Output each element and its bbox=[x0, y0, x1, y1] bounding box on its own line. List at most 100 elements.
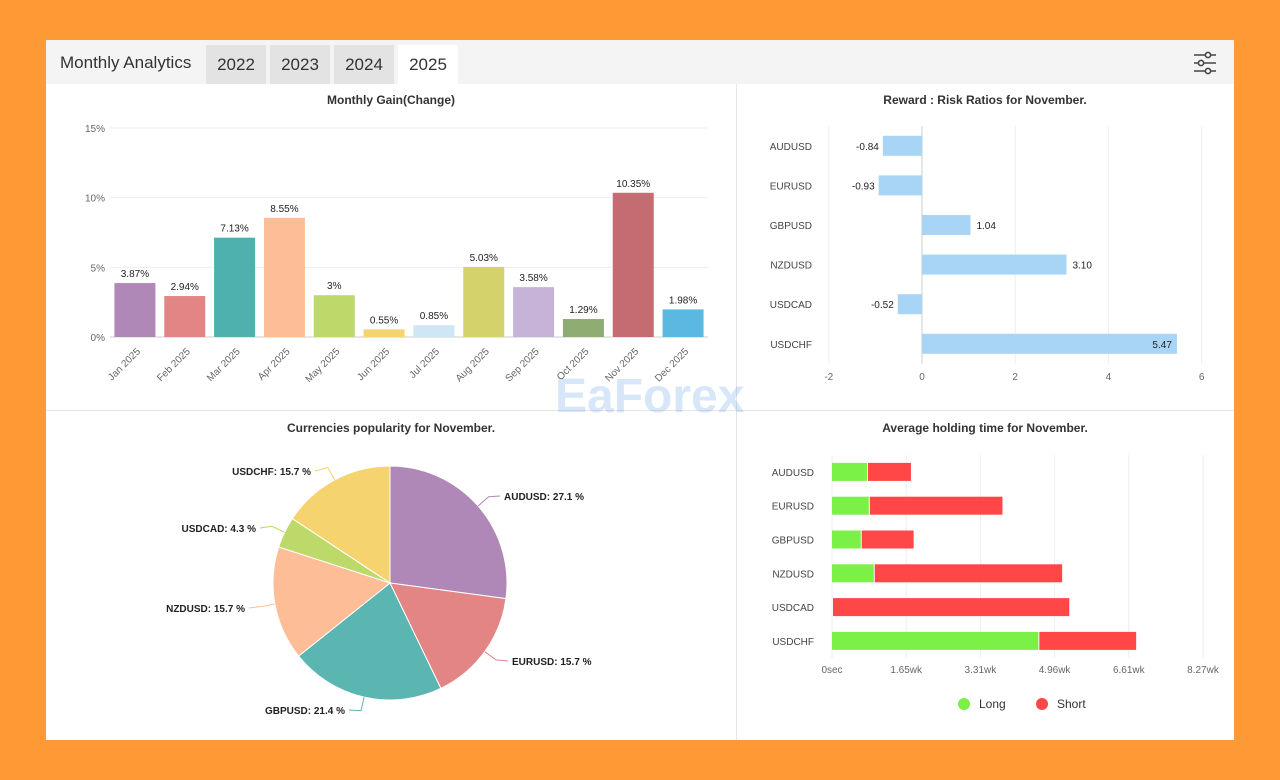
bar-dec-2025 bbox=[662, 309, 704, 337]
pie-slice-audusd bbox=[389, 465, 508, 600]
bar-jan-2025 bbox=[114, 283, 156, 337]
bar-jul-2025 bbox=[413, 325, 455, 337]
tab-2022[interactable]: 2022 bbox=[206, 45, 266, 84]
tab-2025[interactable]: 2025 bbox=[398, 45, 458, 84]
x-tick-label: 6.61wk bbox=[1113, 665, 1146, 676]
pie-label: GBPUSD: 21.4 % bbox=[265, 706, 345, 717]
chart-title: Currencies popularity for November. bbox=[287, 421, 495, 435]
category-label: AUDUSD bbox=[770, 142, 812, 153]
x-tick-label: 1.65wk bbox=[890, 665, 923, 676]
x-tick-label: Sep 2025 bbox=[504, 346, 542, 384]
bar-short-gbpusd bbox=[861, 530, 914, 549]
pie-label: NZDUSD: 15.7 % bbox=[166, 604, 245, 615]
bar-short-eurusd bbox=[869, 496, 1003, 515]
leader-line bbox=[348, 696, 365, 712]
x-tick-label: Feb 2025 bbox=[155, 346, 193, 384]
x-tick-label: 2 bbox=[1012, 372, 1018, 383]
y-tick-label: 0% bbox=[91, 333, 106, 344]
category-label: GBPUSD bbox=[772, 536, 814, 547]
tab-2023[interactable]: 2023 bbox=[270, 45, 330, 84]
bar-jun-2025 bbox=[363, 329, 405, 337]
data-label: 7.13% bbox=[220, 224, 248, 235]
x-tick-label: May 2025 bbox=[304, 346, 343, 385]
bar-long-usdchf bbox=[832, 631, 1039, 650]
legend-label-short: Short bbox=[1057, 697, 1086, 711]
leader-line bbox=[484, 651, 509, 662]
leader-line bbox=[477, 495, 501, 507]
category-label: EURUSD bbox=[770, 181, 812, 192]
x-tick-label: Mar 2025 bbox=[205, 346, 243, 384]
data-label: 0.85% bbox=[420, 311, 448, 322]
category-label: NZDUSD bbox=[770, 261, 812, 272]
header-bar: Monthly Analytics 2022 2023 2024 2025 bbox=[46, 40, 1234, 84]
data-label: 5.47 bbox=[1152, 340, 1172, 351]
data-label: 3% bbox=[327, 281, 342, 292]
x-tick-label: Apr 2025 bbox=[256, 346, 293, 383]
legend-label-long: Long bbox=[979, 697, 1006, 711]
data-label: 3.87% bbox=[121, 269, 149, 280]
leader-line bbox=[314, 467, 335, 481]
bar-feb-2025 bbox=[164, 296, 206, 337]
x-tick-label: 4.96wk bbox=[1039, 665, 1072, 676]
pie-label: EURUSD: 15.7 % bbox=[512, 657, 592, 668]
tab-2024[interactable]: 2024 bbox=[334, 45, 394, 84]
category-label: AUDUSD bbox=[772, 468, 814, 479]
bar-usdchf bbox=[922, 333, 1177, 354]
short-legend-marker bbox=[1036, 698, 1048, 710]
y-tick-label: 5% bbox=[91, 263, 106, 274]
bar-long-eurusd bbox=[832, 496, 869, 515]
leader-line bbox=[259, 525, 285, 533]
bar-sep-2025 bbox=[513, 287, 555, 337]
bar-long-gbpusd bbox=[832, 530, 861, 549]
category-label: GBPUSD bbox=[770, 221, 812, 232]
category-label: USDCAD bbox=[770, 300, 812, 311]
bar-audusd bbox=[882, 135, 922, 156]
bar-nzdusd bbox=[922, 254, 1067, 275]
analytics-card: Monthly Analytics 2022 2023 2024 2025 bbox=[46, 40, 1234, 740]
category-label: NZDUSD bbox=[772, 569, 814, 580]
x-tick-label: 8.27wk bbox=[1187, 665, 1220, 676]
bar-short-usdcad bbox=[833, 598, 1070, 617]
chart-title: Average holding time for November. bbox=[882, 421, 1088, 435]
vertical-divider bbox=[736, 84, 737, 740]
pie-slice-eurusd bbox=[389, 582, 507, 690]
chart-title: Monthly Gain(Change) bbox=[327, 93, 455, 107]
bar-apr-2025 bbox=[263, 217, 305, 337]
data-label: 10.35% bbox=[616, 179, 650, 190]
x-tick-label: Jan 2025 bbox=[106, 346, 143, 383]
data-label: 3.10 bbox=[1072, 261, 1092, 272]
pie-label: USDCAD: 4.3 % bbox=[182, 524, 257, 535]
bar-short-audusd bbox=[867, 462, 911, 481]
x-tick-label: 0sec bbox=[821, 665, 842, 676]
data-label: 1.04 bbox=[976, 221, 996, 232]
bar-nov-2025 bbox=[612, 192, 654, 337]
bar-eurusd bbox=[878, 175, 922, 196]
category-label: USDCHF bbox=[770, 340, 812, 351]
bar-long-nzdusd bbox=[832, 564, 874, 583]
x-tick-label: Jun 2025 bbox=[355, 346, 392, 383]
x-tick-label: 4 bbox=[1106, 372, 1112, 383]
category-label: USDCHF bbox=[772, 637, 814, 648]
bar-may-2025 bbox=[313, 295, 355, 337]
x-tick-label: -2 bbox=[824, 372, 833, 383]
bar-mar-2025 bbox=[214, 237, 256, 337]
pie-slice-usdchf bbox=[291, 465, 391, 584]
pie-label: USDCHF: 15.7 % bbox=[232, 467, 311, 478]
x-tick-label: 6 bbox=[1199, 372, 1205, 383]
category-label: USDCAD bbox=[772, 603, 814, 614]
x-tick-label: Jul 2025 bbox=[408, 346, 443, 381]
data-label: -0.84 bbox=[856, 142, 879, 153]
bar-aug-2025 bbox=[463, 266, 505, 337]
data-label: -0.52 bbox=[871, 300, 894, 311]
data-label: 0.55% bbox=[370, 315, 398, 326]
bar-usdcad bbox=[897, 294, 922, 315]
sliders-icon[interactable] bbox=[1192, 50, 1218, 76]
data-label: 1.98% bbox=[669, 295, 697, 306]
long-legend-marker bbox=[958, 698, 970, 710]
chart-title: Reward : Risk Ratios for November. bbox=[883, 93, 1086, 107]
pie-label: AUDUSD: 27.1 % bbox=[504, 492, 584, 503]
x-tick-label: 3.31wk bbox=[965, 665, 998, 676]
bar-short-usdchf bbox=[1039, 631, 1137, 650]
leader-line bbox=[248, 603, 275, 609]
